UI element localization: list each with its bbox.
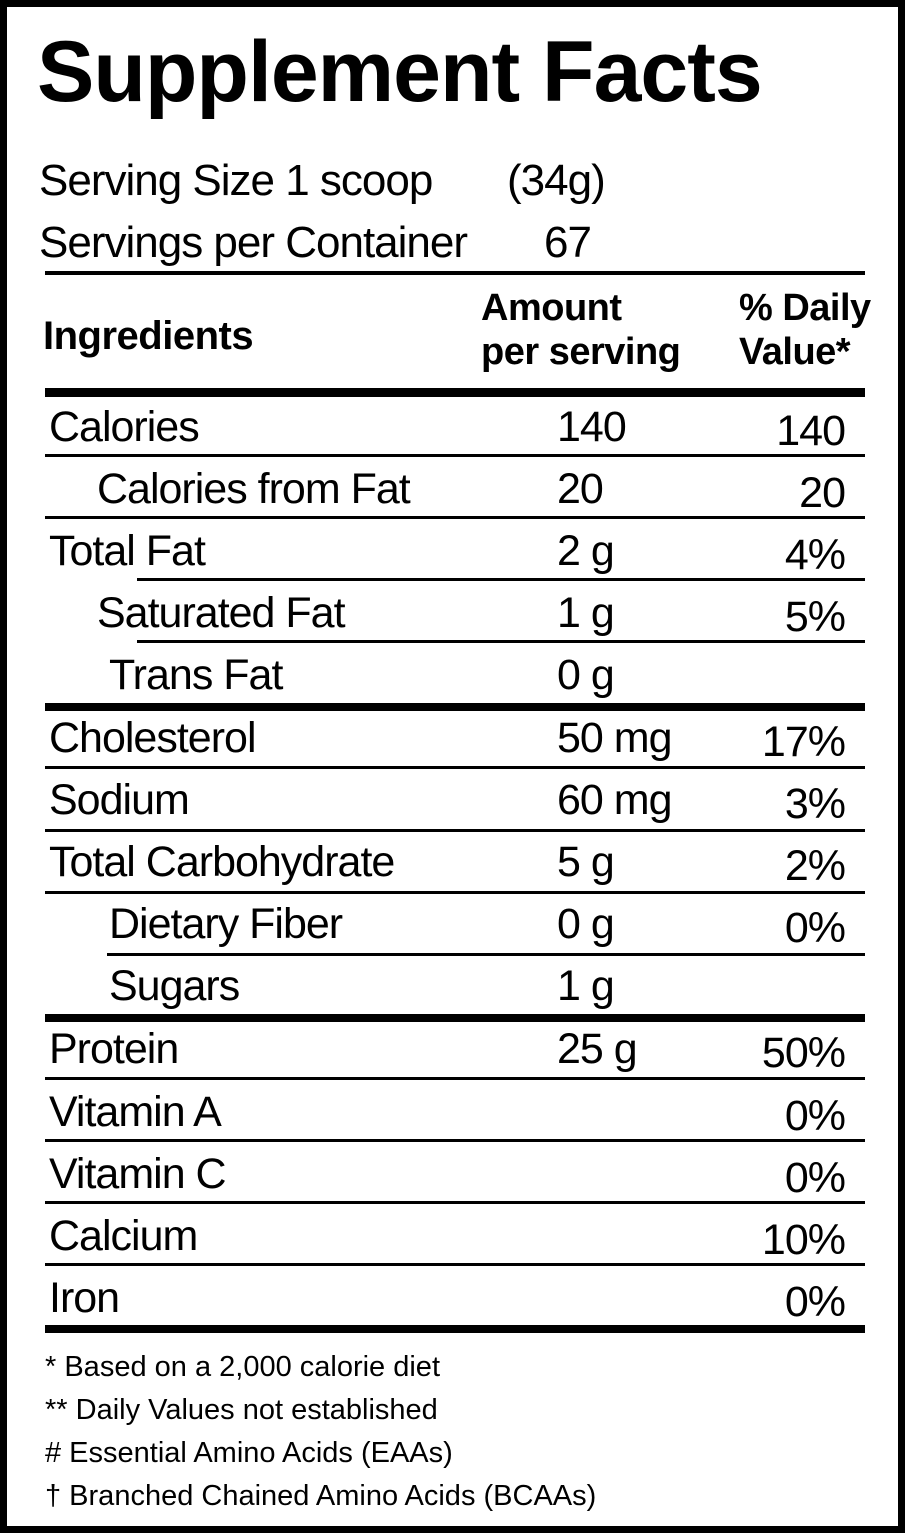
nutrient-amount: 60 mg: [557, 776, 673, 824]
table-row: Vitamin C 0%: [45, 1147, 865, 1209]
serving-size: Serving Size 1 scoop (34g): [39, 156, 606, 205]
nutrient-name: Protein: [49, 1025, 179, 1073]
nutrient-daily-value: 4%: [784, 531, 846, 579]
row-divider: [45, 1139, 865, 1142]
row-divider: [45, 766, 865, 769]
nutrient-daily-value: 3%: [784, 780, 846, 828]
serving-size-value: (34g): [507, 156, 606, 205]
table-row: Vitamin A 0%: [45, 1085, 865, 1147]
table-row: Saturated Fat 1 g 5%: [45, 586, 865, 648]
footnote: # Essential Amino Acids (EAAs): [45, 1437, 453, 1469]
table-row: Trans Fat 0 g: [45, 648, 865, 710]
nutrient-daily-value: 50%: [761, 1029, 846, 1077]
header-top-rule: [45, 271, 865, 275]
table-bottom-rule: [45, 1325, 865, 1333]
nutrient-daily-value: 10%: [761, 1216, 846, 1264]
table-row: Cholesterol 50 mg 17%: [45, 711, 865, 773]
table-row: Sodium 60 mg 3%: [45, 773, 865, 835]
table-row: Calories from Fat 20 20: [45, 462, 865, 524]
nutrient-amount: 2 g: [557, 527, 615, 575]
nutrient-name: Sodium: [49, 776, 190, 824]
table-row: Protein 25 g 50%: [45, 1022, 865, 1084]
row-divider: [45, 891, 865, 894]
nutrient-amount: 0 g: [557, 651, 615, 699]
row-divider: [45, 1263, 865, 1266]
row-divider: [137, 640, 865, 643]
row-divider: [107, 953, 865, 956]
nutrient-name: Dietary Fiber: [109, 900, 343, 948]
servings-per-container: Servings per Container 67: [39, 218, 592, 267]
nutrient-name: Trans Fat: [109, 651, 283, 699]
ingredients-header: Ingredients: [43, 314, 254, 358]
nutrient-amount: 1 g: [557, 589, 615, 637]
row-divider: [45, 1077, 865, 1080]
nutrient-amount: 25 g: [557, 1025, 638, 1073]
row-divider: [45, 829, 865, 832]
header-bottom-rule: [45, 388, 865, 397]
nutrient-amount: 50 mg: [557, 714, 673, 762]
amount-header: Amount per serving: [481, 287, 681, 374]
nutrient-name: Saturated Fat: [97, 589, 346, 637]
row-divider: [137, 578, 865, 581]
row-divider: [45, 1014, 865, 1022]
nutrient-daily-value: 0%: [784, 1154, 846, 1202]
nutrient-amount: 0 g: [557, 900, 615, 948]
table-row: Sugars 1 g: [45, 959, 865, 1021]
row-divider: [45, 516, 865, 519]
nutrient-daily-value: 17%: [761, 718, 846, 766]
daily-value-header-line2: Value*: [739, 330, 851, 373]
nutrient-name: Calories from Fat: [97, 465, 411, 513]
footnote: * Based on a 2,000 calorie diet: [45, 1351, 440, 1383]
nutrient-amount: 1 g: [557, 962, 615, 1010]
nutrient-name: Total Fat: [49, 527, 206, 575]
table-row: Iron 0%: [45, 1271, 865, 1333]
amount-header-line2: per serving: [481, 330, 681, 373]
table-row: Dietary Fiber 0 g 0%: [45, 897, 865, 959]
row-divider: [45, 703, 865, 711]
footnote: † Branched Chained Amino Acids (BCAAs): [45, 1480, 597, 1512]
nutrient-name: Calcium: [49, 1212, 198, 1260]
servings-per-container-value: 67: [544, 218, 592, 267]
nutrient-name: Vitamin C: [49, 1150, 227, 1198]
nutrient-name: Vitamin A: [49, 1088, 222, 1136]
nutrient-daily-value: 0%: [784, 1092, 846, 1140]
daily-value-header-line1: % Daily: [739, 287, 871, 329]
table-row: Total Carbohydrate 5 g 2%: [45, 835, 865, 897]
amount-header-line1: Amount: [481, 287, 622, 329]
nutrient-daily-value: 20: [799, 469, 846, 517]
nutrient-name: Calories: [49, 403, 200, 451]
table-row: Total Fat 2 g 4%: [45, 524, 865, 586]
row-divider: [45, 1201, 865, 1204]
nutrient-amount: 140: [557, 403, 627, 451]
nutrient-daily-value: 0%: [784, 904, 846, 952]
nutrient-name: Sugars: [109, 962, 240, 1010]
nutrient-name: Iron: [49, 1274, 120, 1322]
nutrient-daily-value: 0%: [784, 1278, 846, 1326]
nutrient-amount: 5 g: [557, 838, 615, 886]
serving-size-label: Serving Size 1 scoop: [39, 156, 433, 205]
daily-value-header: % Daily Value*: [739, 287, 871, 374]
panel-title: Supplement Facts: [37, 24, 763, 120]
row-divider: [45, 454, 865, 457]
nutrient-daily-value: 2%: [784, 842, 846, 890]
table-row: Calcium 10%: [45, 1209, 865, 1271]
table-row: Calories 140 140: [45, 400, 865, 462]
nutrient-name: Total Carbohydrate: [49, 838, 395, 886]
nutrient-daily-value: 140: [776, 407, 846, 455]
nutrient-amount: 20: [557, 465, 604, 513]
nutrient-name: Cholesterol: [49, 714, 256, 762]
nutrient-daily-value: 5%: [784, 593, 846, 641]
servings-per-container-label: Servings per Container: [39, 218, 468, 267]
footnote: ** Daily Values not established: [45, 1394, 438, 1426]
